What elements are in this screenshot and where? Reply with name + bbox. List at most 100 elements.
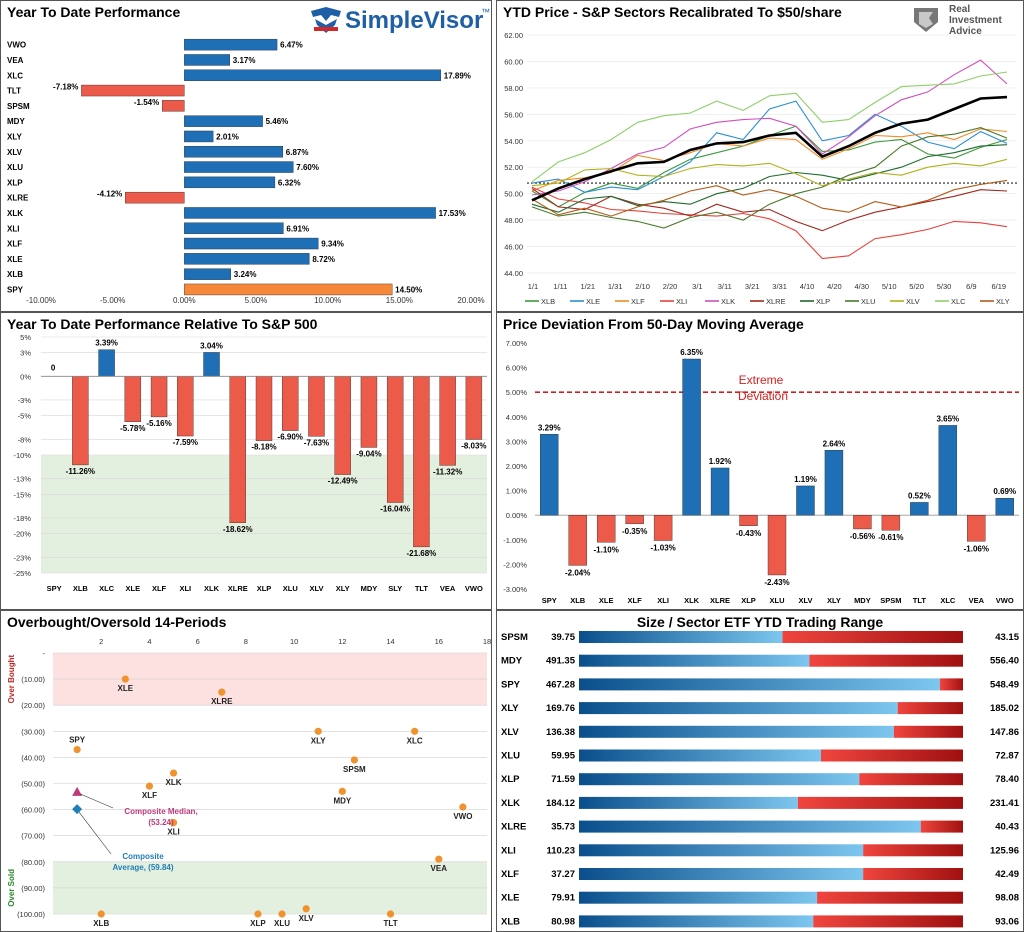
category-label: XLRE [7,194,29,203]
category-label: MDY [854,596,871,605]
y-tick-label: 48.00 [504,216,523,225]
y-tick-label: -1.00% [503,536,527,545]
panel-price-deviation: Price Deviation From 50-Day Moving Avera… [496,312,1024,610]
point-label: XLU [274,919,290,928]
oversold-label: Over Sold [7,869,16,907]
point-label: TLT [384,919,398,928]
point-label: SPY [69,736,86,745]
bar [360,376,378,448]
trading-range-chart: SPSM 39.75 43.15 MDY 491.35 556.40 SPY 467.28 54… [501,631,1020,928]
data-label: 0.69% [993,487,1016,496]
legend-label: XLI [676,297,687,306]
y-tick-label: 54.00 [504,137,523,146]
range-low-value: 39.75 [551,632,575,643]
range-bar-high-segment [782,631,963,643]
y-tick-label: 3% [20,349,31,358]
y-tick-label: 0.00% [506,511,528,520]
category-label: XLC [940,596,956,605]
bar [184,283,393,296]
range-low-value: 184.12 [546,798,575,809]
bar [767,514,787,576]
bar [967,514,986,542]
bar [386,376,404,503]
data-label: -16.04% [380,505,410,514]
point-label: XLB [93,919,109,928]
bar [796,485,815,516]
point-label: XLRE [211,697,233,706]
bar [282,376,299,431]
category-label: XLV [309,584,323,593]
median-label: (53.24) [148,818,174,827]
data-label: -7.63% [304,438,329,447]
bar [229,376,246,524]
y-tick-label: 2.00% [506,462,528,471]
data-label: 3.04% [200,341,223,350]
range-bar-low-segment [579,820,921,833]
range-ticker: XLE [501,893,519,904]
category-label: XLY [827,596,841,605]
x-tick-label: 14 [386,637,394,646]
range-high-value: 42.49 [995,869,1019,880]
median-label: Composite Median, [124,807,197,816]
x-tick-label: 5.00% [245,296,268,305]
data-label: -11.32% [433,467,462,476]
scatter-point [411,727,419,735]
point-label: XLC [407,736,423,745]
shaded-region [41,455,487,573]
y-tick-label: 6.00% [506,364,528,373]
legend-label: XLF [631,297,645,306]
x-tick-label: -10.00% [26,296,56,305]
data-label: 3.24% [234,270,257,279]
data-label: -6.90% [278,433,303,442]
range-bar-high-segment [817,891,963,904]
x-tick-label: 4/20 [827,282,842,291]
range-ticker: XLY [501,703,519,714]
legend-label: XLU [861,297,876,306]
x-tick-label: 10 [290,637,298,646]
brand-line-3: Advice [949,26,982,37]
point-label: XLE [118,684,134,693]
bar [124,376,142,423]
data-label: -8.03% [461,442,486,451]
x-tick-label: 20.00% [457,296,484,305]
category-label: XLC [7,71,23,80]
bar [150,376,168,418]
category-label: XLF [7,240,22,249]
scatter-point [278,910,286,918]
y-tick-label: (90.00) [21,884,45,893]
bar [184,54,230,66]
bar [938,425,958,516]
y-tick-label: -13% [13,475,31,484]
range-low-value: 491.35 [546,656,576,667]
data-label: 6.32% [278,178,301,187]
data-label: -2.04% [565,568,590,577]
bar [203,352,220,377]
bar [184,38,278,51]
category-label: TLT [913,596,927,605]
bar [653,514,673,541]
brand-line-1: Real [949,4,971,15]
panel-ytd-performance: Year To Date Performance SimpleVisor ™ -… [0,0,492,312]
bar [439,376,456,466]
bar [81,84,185,97]
y-tick-label: 58.00 [504,84,523,93]
y-tick-label: -2.00% [503,560,527,569]
y-tick-label: 62.00 [504,31,523,40]
series-line-xlf [531,128,1008,192]
y-tick-label: 3.00% [506,437,528,446]
point-label: XLY [311,736,326,745]
y-tick-label: 4.00% [506,413,528,422]
category-label: XLU [770,596,785,605]
y-tick-label: 56.00 [504,110,523,119]
data-label: -11.26% [66,467,95,476]
legend-label: XLY [996,297,1010,306]
range-ticker: XLI [501,845,516,856]
series-line-xlv [531,158,1008,187]
category-label: XLU [7,163,23,172]
x-tick-label: 5/10 [882,282,897,291]
data-label: 6.35% [680,348,703,357]
range-bar-low-segment [579,702,898,715]
category-label: MDY [7,117,25,126]
x-tick-label: 3/11 [718,282,732,291]
data-label: 0.52% [908,491,931,500]
